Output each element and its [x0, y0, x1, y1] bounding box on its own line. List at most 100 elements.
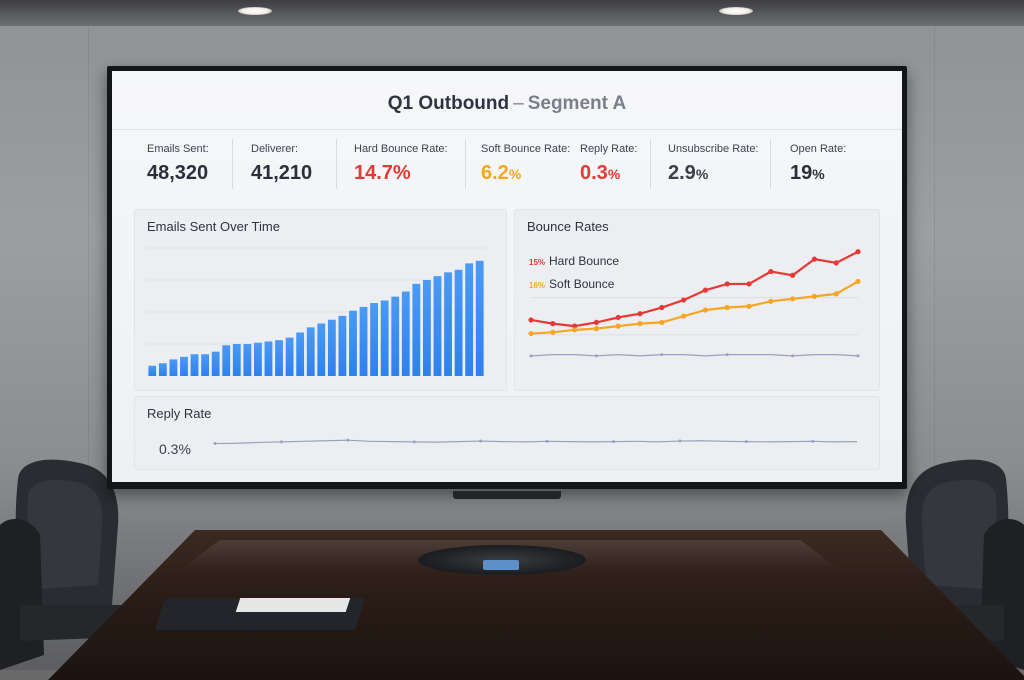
- kpi-suffix: %: [607, 166, 621, 182]
- kpi-label: Unsubscribe Rate:: [668, 143, 759, 155]
- data-point: [746, 303, 752, 309]
- kpi-open-rate: Open Rate: 19%: [790, 143, 846, 185]
- kpi-unsubscribe-rate: Unsubscribe Rate: 2.9%: [668, 143, 759, 185]
- bar: [148, 365, 157, 376]
- dashboard-title: Q1 Outbound – Segment A: [112, 93, 902, 115]
- bar: [380, 300, 389, 376]
- data-point: [725, 353, 729, 357]
- kpi-label: Reply Rate:: [580, 143, 638, 155]
- data-point: [681, 297, 687, 303]
- kpi-number: 2.9: [668, 162, 696, 184]
- data-point: [678, 439, 682, 443]
- kpi-divider: [650, 139, 651, 189]
- kpi-delivered: Deliverer: 41,210: [251, 143, 312, 185]
- bar: [412, 283, 421, 376]
- bar: [243, 344, 252, 376]
- data-point: [811, 256, 817, 262]
- legend-label: Soft Bounce: [549, 277, 615, 291]
- data-point: [659, 319, 665, 325]
- data-point: [615, 323, 621, 329]
- legend-tag: 16%: [529, 281, 546, 290]
- bar: [190, 354, 199, 376]
- data-point: [811, 439, 815, 443]
- panel-title: Emails Sent Over Time: [147, 219, 280, 234]
- emails-sent-panel: Emails Sent Over Time: [134, 209, 507, 391]
- data-point: [790, 296, 796, 302]
- legend-soft-bounce: 16% Soft Bounce: [529, 277, 614, 291]
- kpi-value: 6.2%: [481, 162, 570, 185]
- data-point: [545, 439, 549, 443]
- bar: [222, 345, 231, 376]
- bar: [285, 337, 294, 376]
- bar: [180, 356, 188, 376]
- bar: [401, 291, 410, 376]
- bar: [359, 306, 368, 376]
- data-point: [855, 249, 861, 255]
- data-point: [593, 319, 599, 325]
- data-point: [791, 354, 795, 358]
- kpi-value: 2.9%: [668, 162, 759, 185]
- kpi-label: Deliverer:: [251, 143, 299, 155]
- data-point: [833, 260, 839, 266]
- ceiling-light: [719, 7, 753, 15]
- data-point: [768, 298, 774, 304]
- kpi-value: 19%: [790, 162, 846, 185]
- bar: [201, 354, 210, 376]
- data-point: [528, 317, 534, 323]
- bar: [454, 269, 463, 376]
- kpi-divider: [770, 139, 771, 189]
- data-point: [660, 353, 664, 357]
- legend-label: Hard Bounce: [549, 254, 620, 268]
- data-point: [593, 326, 599, 332]
- notepad-paper: [235, 598, 351, 612]
- kpi-number: 19: [790, 162, 813, 184]
- data-point: [724, 304, 730, 311]
- kpi-divider: [336, 139, 337, 189]
- display-mount: [453, 491, 561, 499]
- data-point: [550, 321, 556, 327]
- bar: [158, 363, 167, 376]
- bounce-rates-chart: [528, 249, 861, 358]
- data-point: [768, 268, 774, 275]
- data-point: [855, 278, 861, 285]
- reply-rate-value: 0.3%: [159, 441, 191, 457]
- kpi-emails-sent: Emails Sent: 48,320: [147, 143, 209, 185]
- dashboard-subtitle: Segment A: [527, 93, 627, 114]
- speakerphone-display: [483, 560, 519, 570]
- bar: [306, 327, 315, 376]
- bar: [232, 344, 241, 376]
- data-point: [637, 321, 643, 327]
- dashboard-screen: Q1 Outbound – Segment A Emails Sent: 48,32…: [112, 71, 902, 482]
- legend-tag: 15%: [529, 258, 546, 267]
- data-point: [811, 293, 817, 299]
- kpi-suffix: %: [812, 166, 825, 182]
- kpi-value: 14.7%: [354, 162, 411, 184]
- series-line: [530, 280, 859, 335]
- title-separator: –: [513, 93, 524, 114]
- panel-title: Reply Rate: [147, 406, 212, 421]
- data-point: [550, 329, 556, 335]
- kpi-suffix: %: [508, 166, 522, 182]
- kpi-hard-bounce-rate: Hard Bounce Rate: 14.7%: [354, 143, 448, 185]
- bar: [275, 340, 283, 376]
- bar: [327, 319, 336, 376]
- kpi-value: 41,210: [251, 162, 313, 184]
- bar: [338, 315, 347, 376]
- bar: [433, 276, 442, 376]
- bar: [317, 323, 326, 376]
- ceiling: [0, 0, 1024, 26]
- data-point: [346, 438, 350, 442]
- ceiling-light: [238, 7, 272, 15]
- kpi-divider: [465, 139, 466, 189]
- reply-rate-chart: [213, 438, 858, 446]
- panel-title: Bounce Rates: [527, 219, 609, 234]
- kpi-label: Open Rate:: [790, 143, 847, 155]
- bar: [370, 303, 379, 376]
- data-point: [702, 287, 708, 293]
- data-point: [856, 354, 860, 358]
- data-point: [833, 291, 839, 297]
- bar: [349, 310, 357, 376]
- data-point: [746, 281, 752, 287]
- series-line: [530, 354, 859, 357]
- data-point: [572, 323, 578, 329]
